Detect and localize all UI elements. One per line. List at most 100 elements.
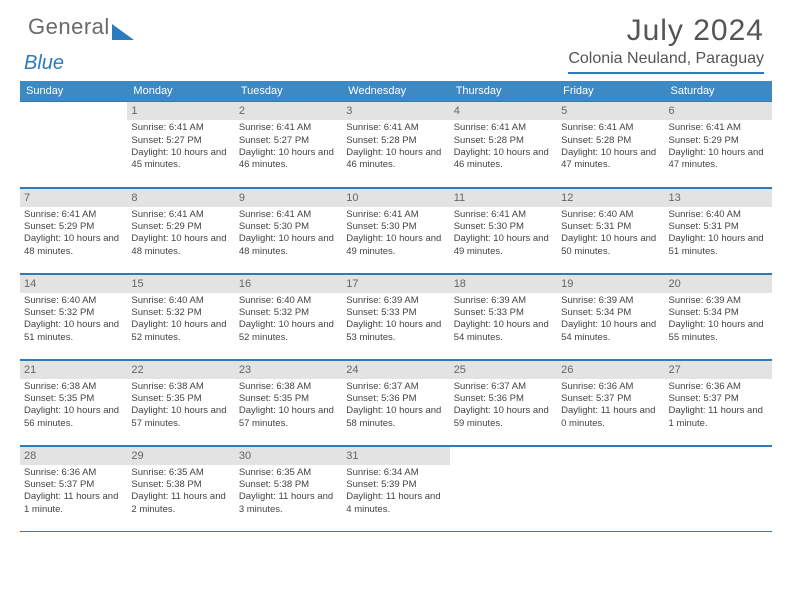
daylight-line: Daylight: 10 hours and 58 minutes.: [346, 405, 445, 430]
sunrise-line: Sunrise: 6:41 AM: [454, 209, 553, 221]
daylight-line: Daylight: 10 hours and 51 minutes.: [24, 319, 123, 344]
day-number: 18: [450, 274, 557, 293]
calendar-week-row: 1Sunrise: 6:41 AMSunset: 5:27 PMDaylight…: [20, 101, 772, 187]
day-header: Wednesday: [342, 81, 449, 101]
calendar-cell: 19Sunrise: 6:39 AMSunset: 5:34 PMDayligh…: [557, 273, 664, 359]
daylight-line: Daylight: 10 hours and 54 minutes.: [561, 319, 660, 344]
daylight-line: Daylight: 10 hours and 52 minutes.: [131, 319, 230, 344]
day-number: [20, 101, 127, 120]
day-number: 11: [450, 188, 557, 207]
sunset-line: Sunset: 5:31 PM: [561, 221, 660, 233]
sunrise-line: Sunrise: 6:38 AM: [131, 381, 230, 393]
calendar-cell: 17Sunrise: 6:39 AMSunset: 5:33 PMDayligh…: [342, 273, 449, 359]
cell-body: Sunrise: 6:35 AMSunset: 5:38 PMDaylight:…: [235, 465, 342, 520]
daylight-line: Daylight: 10 hours and 51 minutes.: [669, 233, 768, 258]
sunset-line: Sunset: 5:32 PM: [131, 307, 230, 319]
sunrise-line: Sunrise: 6:40 AM: [24, 295, 123, 307]
cell-body: Sunrise: 6:37 AMSunset: 5:36 PMDaylight:…: [450, 379, 557, 434]
cell-body: Sunrise: 6:36 AMSunset: 5:37 PMDaylight:…: [665, 379, 772, 434]
cell-body: Sunrise: 6:41 AMSunset: 5:30 PMDaylight:…: [450, 207, 557, 262]
day-header: Monday: [127, 81, 234, 101]
calendar-cell: [557, 445, 664, 531]
logo: General Blue: [28, 14, 134, 75]
sunset-line: Sunset: 5:27 PM: [131, 135, 230, 147]
calendar-cell: 20Sunrise: 6:39 AMSunset: 5:34 PMDayligh…: [665, 273, 772, 359]
day-number: 14: [20, 274, 127, 293]
calendar-cell: 12Sunrise: 6:40 AMSunset: 5:31 PMDayligh…: [557, 187, 664, 273]
sunset-line: Sunset: 5:35 PM: [131, 393, 230, 405]
daylight-line: Daylight: 10 hours and 57 minutes.: [239, 405, 338, 430]
sunrise-line: Sunrise: 6:38 AM: [24, 381, 123, 393]
sunset-line: Sunset: 5:30 PM: [454, 221, 553, 233]
cell-body: Sunrise: 6:39 AMSunset: 5:33 PMDaylight:…: [450, 293, 557, 348]
day-header: Sunday: [20, 81, 127, 101]
sunset-line: Sunset: 5:33 PM: [454, 307, 553, 319]
calendar-cell: 10Sunrise: 6:41 AMSunset: 5:30 PMDayligh…: [342, 187, 449, 273]
calendar-table: SundayMondayTuesdayWednesdayThursdayFrid…: [20, 81, 772, 532]
daylight-line: Daylight: 11 hours and 1 minute.: [669, 405, 768, 430]
calendar-cell: 5Sunrise: 6:41 AMSunset: 5:28 PMDaylight…: [557, 101, 664, 187]
day-number: 16: [235, 274, 342, 293]
sunset-line: Sunset: 5:28 PM: [561, 135, 660, 147]
calendar-week-row: 14Sunrise: 6:40 AMSunset: 5:32 PMDayligh…: [20, 273, 772, 359]
daylight-line: Daylight: 10 hours and 57 minutes.: [131, 405, 230, 430]
sunset-line: Sunset: 5:29 PM: [131, 221, 230, 233]
calendar-cell: 3Sunrise: 6:41 AMSunset: 5:28 PMDaylight…: [342, 101, 449, 187]
calendar-cell: 23Sunrise: 6:38 AMSunset: 5:35 PMDayligh…: [235, 359, 342, 445]
sunset-line: Sunset: 5:38 PM: [239, 479, 338, 491]
day-header: Tuesday: [235, 81, 342, 101]
daylight-line: Daylight: 11 hours and 2 minutes.: [131, 491, 230, 516]
cell-body: Sunrise: 6:38 AMSunset: 5:35 PMDaylight:…: [127, 379, 234, 434]
cell-body: Sunrise: 6:41 AMSunset: 5:30 PMDaylight:…: [342, 207, 449, 262]
sunrise-line: Sunrise: 6:39 AM: [346, 295, 445, 307]
day-number: 2: [235, 101, 342, 120]
cell-body: Sunrise: 6:41 AMSunset: 5:29 PMDaylight:…: [127, 207, 234, 262]
sunset-line: Sunset: 5:37 PM: [669, 393, 768, 405]
cell-body: Sunrise: 6:39 AMSunset: 5:33 PMDaylight:…: [342, 293, 449, 348]
daylight-line: Daylight: 10 hours and 55 minutes.: [669, 319, 768, 344]
daylight-line: Daylight: 10 hours and 46 minutes.: [239, 147, 338, 172]
sunrise-line: Sunrise: 6:41 AM: [454, 122, 553, 134]
cell-body: Sunrise: 6:39 AMSunset: 5:34 PMDaylight:…: [557, 293, 664, 348]
cell-body: Sunrise: 6:38 AMSunset: 5:35 PMDaylight:…: [235, 379, 342, 434]
logo-text-blue: Blue: [24, 52, 64, 75]
daylight-line: Daylight: 10 hours and 56 minutes.: [24, 405, 123, 430]
day-number: 21: [20, 360, 127, 379]
day-number: 30: [235, 446, 342, 465]
calendar-cell: [665, 445, 772, 531]
sunset-line: Sunset: 5:34 PM: [561, 307, 660, 319]
sunset-line: Sunset: 5:35 PM: [24, 393, 123, 405]
sunset-line: Sunset: 5:30 PM: [346, 221, 445, 233]
sunrise-line: Sunrise: 6:41 AM: [346, 122, 445, 134]
sunset-line: Sunset: 5:32 PM: [24, 307, 123, 319]
day-number: [665, 446, 772, 465]
cell-body: Sunrise: 6:40 AMSunset: 5:32 PMDaylight:…: [235, 293, 342, 348]
calendar-cell: 6Sunrise: 6:41 AMSunset: 5:29 PMDaylight…: [665, 101, 772, 187]
cell-body: Sunrise: 6:34 AMSunset: 5:39 PMDaylight:…: [342, 465, 449, 520]
day-number: 23: [235, 360, 342, 379]
day-number: 25: [450, 360, 557, 379]
day-number: 20: [665, 274, 772, 293]
daylight-line: Daylight: 10 hours and 45 minutes.: [131, 147, 230, 172]
day-number: 9: [235, 188, 342, 207]
sunrise-line: Sunrise: 6:41 AM: [239, 209, 338, 221]
cell-body: Sunrise: 6:41 AMSunset: 5:29 PMDaylight:…: [20, 207, 127, 262]
daylight-line: Daylight: 11 hours and 1 minute.: [24, 491, 123, 516]
sunset-line: Sunset: 5:28 PM: [454, 135, 553, 147]
day-number: 26: [557, 360, 664, 379]
daylight-line: Daylight: 10 hours and 48 minutes.: [131, 233, 230, 258]
sunset-line: Sunset: 5:27 PM: [239, 135, 338, 147]
sunset-line: Sunset: 5:37 PM: [24, 479, 123, 491]
day-header: Thursday: [450, 81, 557, 101]
day-number: 3: [342, 101, 449, 120]
day-number: 29: [127, 446, 234, 465]
daylight-line: Daylight: 10 hours and 48 minutes.: [239, 233, 338, 258]
daylight-line: Daylight: 11 hours and 4 minutes.: [346, 491, 445, 516]
day-number: 19: [557, 274, 664, 293]
day-number: [557, 446, 664, 465]
cell-body: Sunrise: 6:40 AMSunset: 5:32 PMDaylight:…: [20, 293, 127, 348]
sunrise-line: Sunrise: 6:35 AM: [131, 467, 230, 479]
calendar-cell: 28Sunrise: 6:36 AMSunset: 5:37 PMDayligh…: [20, 445, 127, 531]
sunrise-line: Sunrise: 6:40 AM: [239, 295, 338, 307]
day-number: 31: [342, 446, 449, 465]
